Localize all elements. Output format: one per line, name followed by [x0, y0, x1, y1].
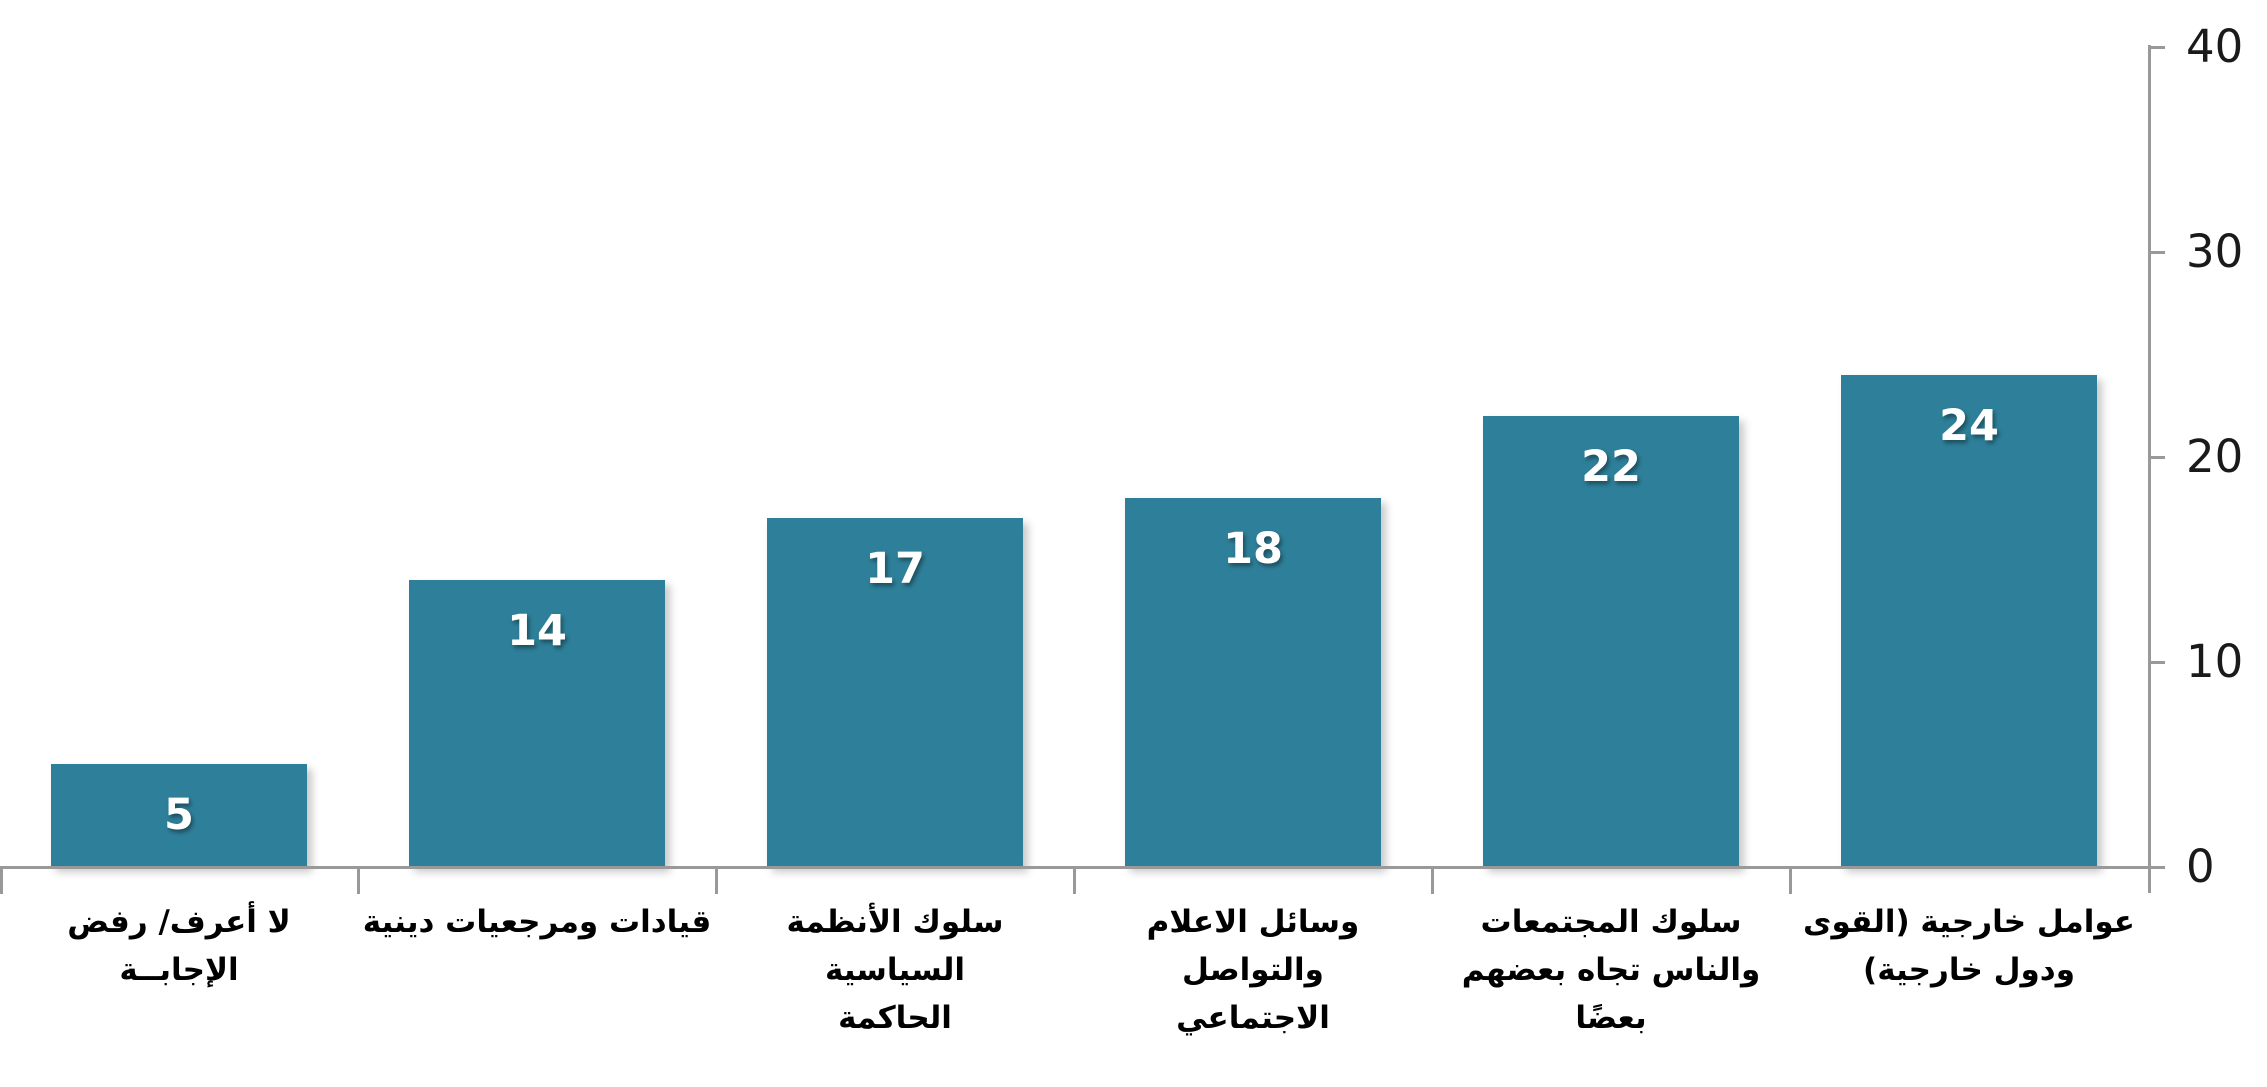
bar-value-label: 18: [1223, 524, 1283, 574]
category-boundary-tick: [715, 867, 718, 894]
category-label-5: سلوك المجتمعات والناس تجاه بعضهم بعضًا: [1461, 904, 1761, 1036]
bar-value-label: 17: [865, 544, 925, 594]
y-axis: [2148, 45, 2151, 893]
category-boundary-tick: [1431, 867, 1434, 894]
y-axis-tick-30: [2148, 251, 2165, 254]
y-axis-tick-label-20: 20: [2186, 430, 2244, 483]
bar-category-4: 18: [1125, 498, 1381, 867]
bar-value-label: 22: [1581, 442, 1641, 492]
category-boundary-tick: [0, 867, 3, 894]
bar-value-label: 24: [1939, 401, 1999, 451]
bar-category-1: 5: [51, 764, 307, 867]
bar-category-6: 24: [1841, 375, 2097, 867]
category-boundary-tick: [1789, 867, 1792, 894]
bar-category-2: 14: [409, 580, 665, 867]
bar-category-3: 17: [767, 518, 1023, 867]
y-axis-tick-label-0: 0: [2186, 840, 2215, 893]
y-axis-tick-label-40: 40: [2186, 20, 2244, 73]
category-label-1: لا أعرف/ رفض الإجابــة: [67, 904, 291, 988]
category-label-6: عوامل خارجية (القوى ودول خارجية): [1803, 904, 2135, 988]
bar-value-label: 5: [164, 790, 194, 840]
y-axis-tick-20: [2148, 456, 2165, 459]
bar-value-label: 14: [507, 606, 567, 656]
y-axis-tick-0: [2148, 866, 2165, 869]
category-boundary-tick: [1073, 867, 1076, 894]
category-label-3: سلوك الأنظمة السياسية الحاكمة: [786, 904, 1004, 1036]
y-axis-tick-10: [2148, 661, 2165, 664]
y-axis-tick-label-10: 10: [2186, 635, 2244, 688]
category-boundary-tick: [357, 867, 360, 894]
y-axis-tick-label-30: 30: [2186, 225, 2244, 278]
y-axis-tick-40: [2148, 46, 2165, 49]
category-label-4: وسائل الاعلام والتواصل الاجتماعي: [1146, 904, 1360, 1036]
category-label-2: قيادات ومرجعيات دينية: [362, 904, 712, 940]
bar-category-5: 22: [1483, 416, 1739, 867]
